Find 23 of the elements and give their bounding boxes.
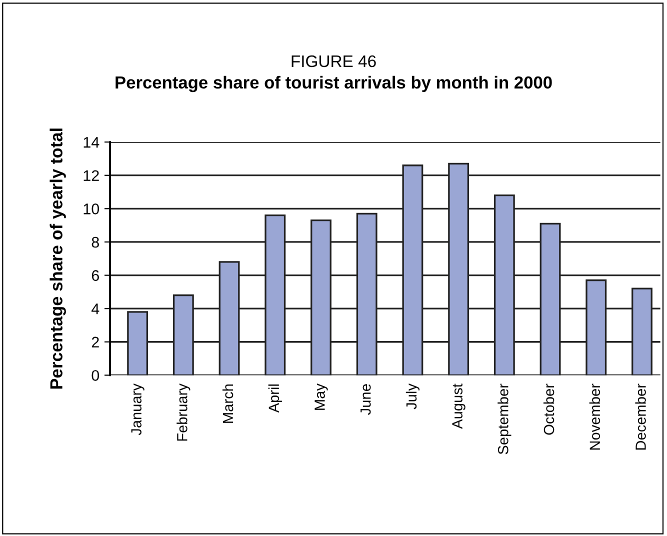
x-tick-label: December xyxy=(635,384,646,450)
y-tick-label: 2 xyxy=(92,336,99,348)
y-axis-title: Percentage share of yearly total xyxy=(50,128,66,389)
y-tick-label: 8 xyxy=(92,236,99,248)
x-tick-label: April xyxy=(268,384,282,413)
y-tick-label: 12 xyxy=(84,170,99,181)
x-tick-label: January xyxy=(131,384,144,436)
x-tick-label: February xyxy=(176,384,190,441)
chart-title: FIGURE 46 xyxy=(292,55,376,68)
x-tick-label: July xyxy=(406,384,420,410)
x-tick-label: October xyxy=(543,384,554,435)
x-tick-label: March xyxy=(222,384,234,423)
x-tick-label: November xyxy=(589,384,600,450)
x-tick-label: September xyxy=(498,384,512,454)
y-tick-label: 4 xyxy=(91,304,100,314)
x-tick-label: August xyxy=(452,384,466,429)
y-tick-label: 14 xyxy=(84,137,100,148)
chart-subtitle: Percentage share of tourist arrivals by month in 2000 xyxy=(116,76,552,92)
y-tick-label: 6 xyxy=(92,270,99,281)
x-tick-label: June xyxy=(360,384,371,415)
y-tick-label: 10 xyxy=(84,204,100,214)
y-tick-label: 0 xyxy=(92,370,100,381)
x-tick-label: May xyxy=(314,384,328,410)
